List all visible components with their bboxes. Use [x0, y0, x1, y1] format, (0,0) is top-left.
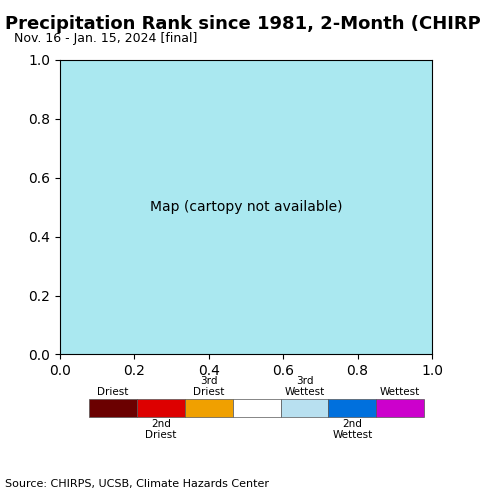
Text: 3rd
Wettest: 3rd Wettest	[284, 376, 324, 397]
Text: 3rd
Driest: 3rd Driest	[193, 376, 225, 397]
Text: Driest: Driest	[97, 387, 129, 397]
FancyBboxPatch shape	[137, 399, 185, 417]
Text: 2nd
Driest: 2nd Driest	[145, 419, 177, 440]
FancyBboxPatch shape	[233, 399, 280, 417]
Text: Source: CHIRPS, UCSB, Climate Hazards Center: Source: CHIRPS, UCSB, Climate Hazards Ce…	[5, 479, 269, 489]
FancyBboxPatch shape	[185, 399, 233, 417]
Text: 2nd
Wettest: 2nd Wettest	[332, 419, 372, 440]
FancyBboxPatch shape	[89, 399, 137, 417]
Text: Wettest: Wettest	[380, 387, 420, 397]
Text: Map (cartopy not available): Map (cartopy not available)	[150, 200, 342, 214]
FancyBboxPatch shape	[328, 399, 376, 417]
FancyBboxPatch shape	[376, 399, 424, 417]
FancyBboxPatch shape	[280, 399, 328, 417]
Text: Precipitation Rank since 1981, 2-Month (CHIRPS): Precipitation Rank since 1981, 2-Month (…	[5, 15, 480, 33]
Text: Nov. 16 - Jan. 15, 2024 [final]: Nov. 16 - Jan. 15, 2024 [final]	[14, 32, 198, 45]
